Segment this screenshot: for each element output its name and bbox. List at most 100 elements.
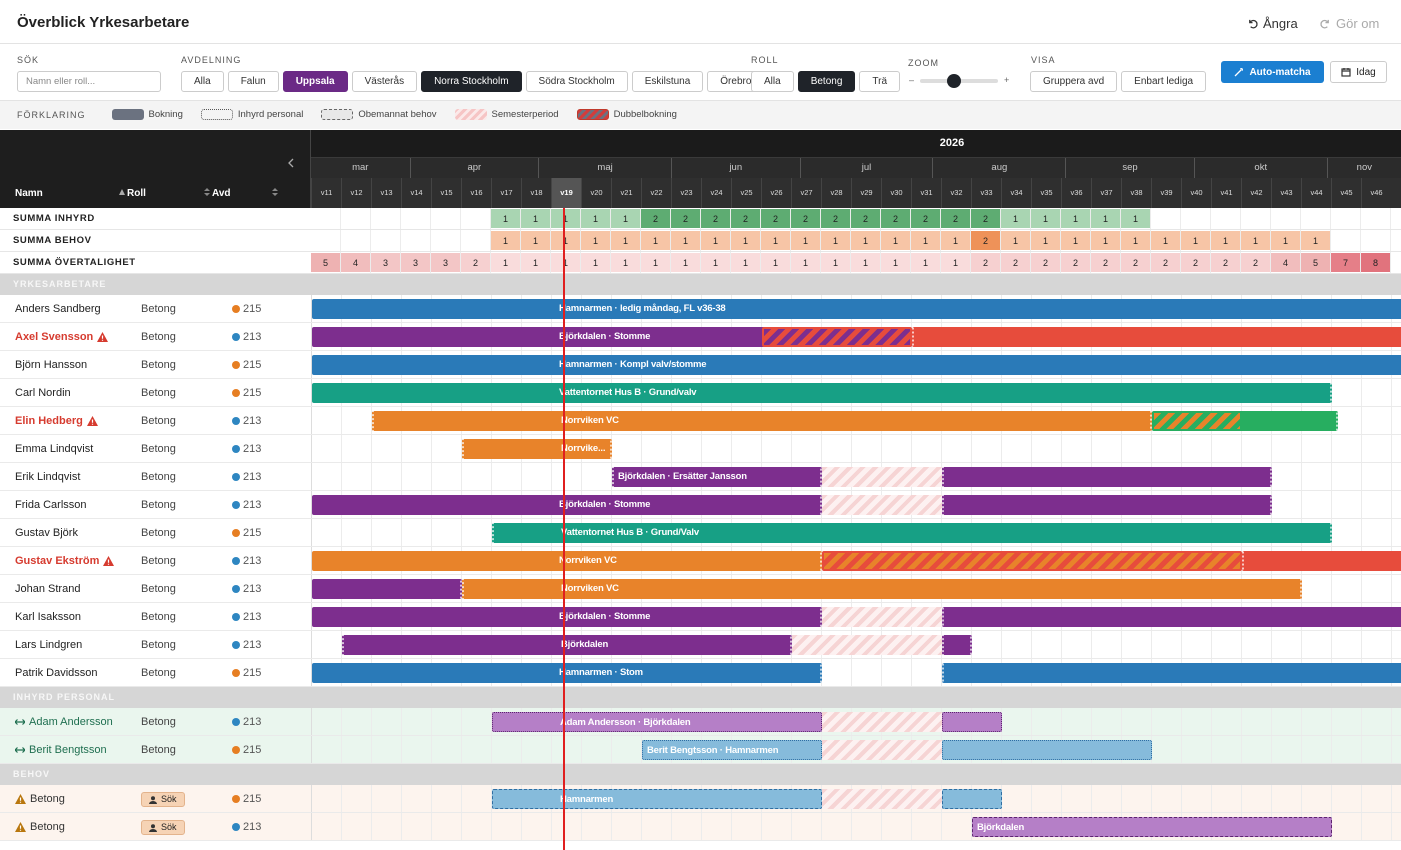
booking-bar[interactable] bbox=[942, 607, 1401, 627]
row-name-text[interactable]: Adam Andersson bbox=[29, 716, 113, 728]
week-label[interactable]: v28 bbox=[821, 178, 851, 208]
booking-bar[interactable]: Björkdalen bbox=[342, 635, 792, 655]
hired-bar[interactable]: Berit Bengtsson · Hamnarmen bbox=[642, 740, 822, 760]
week-label[interactable]: v43 bbox=[1271, 178, 1301, 208]
week-label[interactable]: v14 bbox=[401, 178, 431, 208]
row-name-text[interactable]: Anders Sandberg bbox=[15, 303, 101, 315]
week-label[interactable]: v27 bbox=[791, 178, 821, 208]
row-name-text[interactable]: Patrik Davidsson bbox=[15, 667, 98, 679]
undo-button[interactable]: Ångra bbox=[1247, 16, 1298, 31]
week-label[interactable]: v13 bbox=[371, 178, 401, 208]
filter-button[interactable]: Uppsala bbox=[282, 71, 348, 92]
booking-bar[interactable]: Vattentornet Hus B · Grund/valv bbox=[312, 383, 1332, 403]
week-label[interactable]: v30 bbox=[881, 178, 911, 208]
booking-bar[interactable]: Björkdalen · Ersätter Jansson bbox=[612, 467, 822, 487]
filter-button[interactable]: Falun bbox=[227, 71, 279, 92]
zoom-track[interactable] bbox=[920, 74, 998, 88]
week-label[interactable]: v33 bbox=[971, 178, 1001, 208]
week-label[interactable]: v11 bbox=[311, 178, 341, 208]
week-label[interactable]: v34 bbox=[1001, 178, 1031, 208]
auto-match-button[interactable]: Auto-matcha bbox=[1221, 61, 1324, 83]
week-label[interactable]: v19 bbox=[551, 178, 581, 208]
row-name-text[interactable]: Björn Hansson bbox=[15, 359, 88, 371]
week-label[interactable]: v29 bbox=[851, 178, 881, 208]
week-label[interactable]: v31 bbox=[911, 178, 941, 208]
vacation-bar[interactable] bbox=[822, 712, 942, 732]
vacation-bar[interactable] bbox=[822, 607, 942, 627]
booking-bar[interactable]: Hamnarmen · Stom bbox=[312, 663, 822, 683]
week-label[interactable]: v22 bbox=[641, 178, 671, 208]
week-label[interactable]: v41 bbox=[1211, 178, 1241, 208]
hired-bar[interactable] bbox=[942, 740, 1152, 760]
week-label[interactable]: v21 bbox=[611, 178, 641, 208]
need-bar[interactable]: Hamnarmen bbox=[492, 789, 822, 809]
filter-button[interactable]: Trä bbox=[859, 71, 901, 92]
view-button[interactable]: Gruppera avd bbox=[1030, 71, 1118, 92]
redo-button[interactable]: Gör om bbox=[1320, 16, 1379, 31]
filter-button[interactable]: Västerås bbox=[351, 71, 418, 92]
row-name-text[interactable]: Gustav Ekström bbox=[15, 555, 100, 567]
week-label[interactable]: v12 bbox=[341, 178, 371, 208]
booking-bar[interactable]: Norrviken VC bbox=[312, 551, 822, 571]
booking-bar[interactable] bbox=[1242, 551, 1401, 571]
zoom-plus[interactable]: + bbox=[1004, 75, 1010, 85]
booking-bar[interactable]: Norrviken VC bbox=[372, 411, 1152, 431]
filter-button[interactable]: Eskilstuna bbox=[631, 71, 704, 92]
booking-bar[interactable] bbox=[942, 467, 1272, 487]
zoom-knob[interactable] bbox=[947, 74, 962, 88]
search-badge[interactable]: Sök bbox=[141, 792, 185, 807]
zoom-minus[interactable]: – bbox=[909, 75, 915, 85]
view-button[interactable]: Enbart lediga bbox=[1121, 71, 1207, 92]
week-label[interactable]: v15 bbox=[431, 178, 461, 208]
week-label[interactable]: v46 bbox=[1361, 178, 1391, 208]
booking-bar[interactable] bbox=[942, 635, 972, 655]
filter-button[interactable]: Södra Stockholm bbox=[525, 71, 628, 92]
vacation-bar[interactable] bbox=[822, 495, 942, 515]
vacation-bar[interactable] bbox=[822, 467, 942, 487]
week-label[interactable]: v44 bbox=[1301, 178, 1331, 208]
week-label[interactable]: v18 bbox=[521, 178, 551, 208]
vacation-bar[interactable] bbox=[822, 789, 942, 809]
week-label[interactable]: v20 bbox=[581, 178, 611, 208]
row-name-text[interactable]: Johan Strand bbox=[15, 583, 81, 595]
filter-button[interactable]: Alla bbox=[181, 71, 224, 92]
booking-bar[interactable]: Norrvike... bbox=[462, 439, 612, 459]
week-label[interactable]: v35 bbox=[1031, 178, 1061, 208]
double-bar[interactable] bbox=[1152, 411, 1242, 431]
week-label[interactable]: v23 bbox=[671, 178, 701, 208]
booking-bar[interactable]: Norrviken VC bbox=[462, 579, 1302, 599]
week-label[interactable]: v26 bbox=[761, 178, 791, 208]
hired-bar[interactable] bbox=[942, 712, 1002, 732]
week-label[interactable]: v25 bbox=[731, 178, 761, 208]
row-name-text[interactable]: Emma Lindqvist bbox=[15, 443, 94, 455]
row-name-text[interactable]: Berit Bengtsson bbox=[29, 744, 107, 756]
booking-bar[interactable]: Hamnarmen · Kompl valv/stomme bbox=[312, 355, 1401, 375]
search-badge[interactable]: Sök bbox=[141, 820, 185, 835]
row-name-text[interactable]: Carl Nordin bbox=[15, 387, 71, 399]
week-label[interactable]: v42 bbox=[1241, 178, 1271, 208]
week-label[interactable]: v17 bbox=[491, 178, 521, 208]
row-name-text[interactable]: Lars Lindgren bbox=[15, 639, 83, 651]
row-name-text[interactable]: Elin Hedberg bbox=[15, 415, 83, 427]
week-label[interactable]: v24 bbox=[701, 178, 731, 208]
row-name-text[interactable]: Erik Lindqvist bbox=[15, 471, 81, 483]
booking-bar[interactable] bbox=[912, 327, 1401, 347]
booking-bar[interactable]: Björkdalen · Stomme bbox=[312, 607, 822, 627]
booking-bar[interactable]: Hamnarmen · ledig måndag, FL v36-38 bbox=[312, 299, 1401, 319]
filter-button[interactable]: Norra Stockholm bbox=[421, 71, 522, 92]
double-bar[interactable] bbox=[762, 327, 912, 347]
booking-bar[interactable]: Vattentornet Hus B · Grund/Valv bbox=[492, 523, 1332, 543]
filter-button[interactable]: Betong bbox=[797, 71, 856, 92]
booking-bar[interactable] bbox=[942, 495, 1272, 515]
booking-bar[interactable] bbox=[312, 579, 462, 599]
today-button[interactable]: Idag bbox=[1330, 61, 1387, 83]
vacation-bar[interactable] bbox=[822, 740, 942, 760]
week-label[interactable]: v40 bbox=[1181, 178, 1211, 208]
need-bar[interactable] bbox=[942, 789, 1002, 809]
vacation-bar[interactable] bbox=[792, 635, 942, 655]
row-name-text[interactable]: Frida Carlsson bbox=[15, 499, 87, 511]
need-bar[interactable]: Björkdalen bbox=[972, 817, 1332, 837]
filter-button[interactable]: Alla bbox=[751, 71, 794, 92]
row-name-text[interactable]: Betong bbox=[30, 793, 65, 805]
week-label[interactable]: v45 bbox=[1331, 178, 1361, 208]
